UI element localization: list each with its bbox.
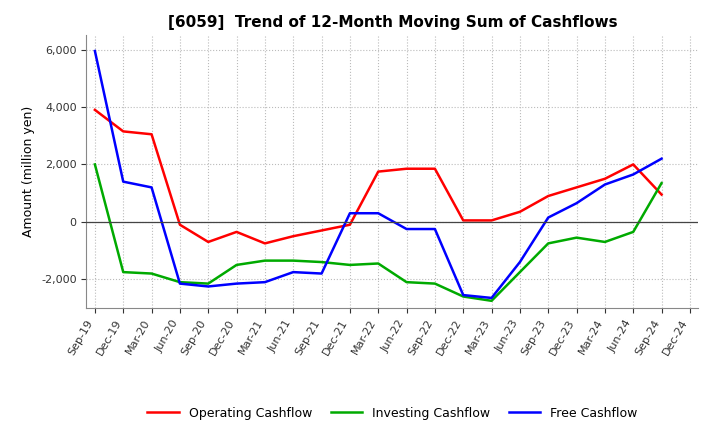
Free Cashflow — [204, 284, 212, 289]
Investing Cashflow — [318, 260, 326, 265]
Free Cashflow — [600, 182, 609, 187]
Investing Cashflow — [487, 298, 496, 304]
Investing Cashflow — [289, 258, 297, 263]
Free Cashflow — [119, 179, 127, 184]
Investing Cashflow — [431, 281, 439, 286]
Y-axis label: Amount (million yen): Amount (million yen) — [22, 106, 35, 237]
Free Cashflow — [402, 227, 411, 232]
Investing Cashflow — [176, 279, 184, 285]
Investing Cashflow — [261, 258, 269, 263]
Operating Cashflow — [91, 107, 99, 113]
Operating Cashflow — [204, 239, 212, 245]
Investing Cashflow — [91, 162, 99, 167]
Operating Cashflow — [487, 218, 496, 223]
Operating Cashflow — [318, 228, 326, 233]
Free Cashflow — [374, 211, 382, 216]
Operating Cashflow — [657, 192, 666, 197]
Free Cashflow — [261, 279, 269, 285]
Investing Cashflow — [459, 294, 467, 299]
Operating Cashflow — [544, 193, 552, 198]
Operating Cashflow — [346, 222, 354, 227]
Free Cashflow — [487, 295, 496, 301]
Operating Cashflow — [148, 132, 156, 137]
Line: Free Cashflow: Free Cashflow — [95, 51, 662, 298]
Investing Cashflow — [204, 281, 212, 286]
Investing Cashflow — [544, 241, 552, 246]
Free Cashflow — [318, 271, 326, 276]
Operating Cashflow — [119, 129, 127, 134]
Free Cashflow — [657, 156, 666, 161]
Free Cashflow — [431, 227, 439, 232]
Investing Cashflow — [119, 269, 127, 275]
Operating Cashflow — [233, 229, 241, 235]
Line: Operating Cashflow: Operating Cashflow — [95, 110, 662, 243]
Legend: Operating Cashflow, Investing Cashflow, Free Cashflow: Operating Cashflow, Investing Cashflow, … — [143, 402, 642, 425]
Investing Cashflow — [600, 239, 609, 245]
Free Cashflow — [572, 201, 581, 206]
Free Cashflow — [346, 211, 354, 216]
Investing Cashflow — [148, 271, 156, 276]
Line: Investing Cashflow: Investing Cashflow — [95, 165, 662, 301]
Free Cashflow — [629, 172, 637, 177]
Operating Cashflow — [600, 176, 609, 181]
Operating Cashflow — [289, 234, 297, 239]
Operating Cashflow — [176, 222, 184, 227]
Free Cashflow — [544, 215, 552, 220]
Investing Cashflow — [233, 262, 241, 268]
Investing Cashflow — [657, 180, 666, 186]
Operating Cashflow — [402, 166, 411, 171]
Free Cashflow — [289, 269, 297, 275]
Operating Cashflow — [431, 166, 439, 171]
Free Cashflow — [516, 260, 524, 265]
Investing Cashflow — [346, 262, 354, 268]
Operating Cashflow — [516, 209, 524, 214]
Investing Cashflow — [402, 279, 411, 285]
Operating Cashflow — [374, 169, 382, 174]
Investing Cashflow — [629, 229, 637, 235]
Operating Cashflow — [572, 185, 581, 190]
Free Cashflow — [148, 185, 156, 190]
Free Cashflow — [91, 48, 99, 54]
Investing Cashflow — [572, 235, 581, 240]
Free Cashflow — [233, 281, 241, 286]
Operating Cashflow — [261, 241, 269, 246]
Free Cashflow — [459, 293, 467, 298]
Operating Cashflow — [459, 218, 467, 223]
Free Cashflow — [176, 281, 184, 286]
Operating Cashflow — [629, 162, 637, 167]
Title: [6059]  Trend of 12-Month Moving Sum of Cashflows: [6059] Trend of 12-Month Moving Sum of C… — [168, 15, 617, 30]
Investing Cashflow — [516, 269, 524, 275]
Investing Cashflow — [374, 261, 382, 266]
